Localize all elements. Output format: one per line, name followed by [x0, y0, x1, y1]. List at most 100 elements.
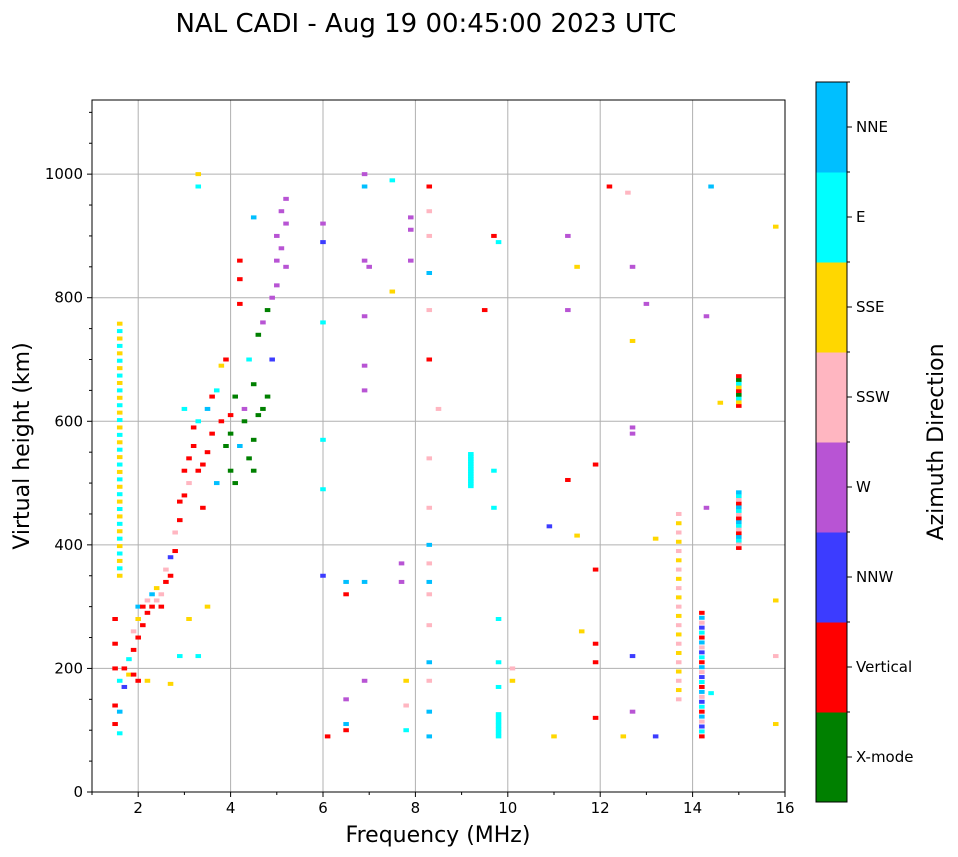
data-point-sse — [116, 499, 123, 504]
data-point-e — [468, 454, 474, 459]
data-point-e — [468, 466, 474, 471]
colorbar-tick-label: X-mode — [856, 748, 913, 766]
data-point-ssw — [153, 598, 160, 603]
data-point-vertical — [426, 357, 433, 362]
data-point-sse — [652, 536, 659, 541]
data-point-e — [495, 723, 502, 728]
data-point-e — [495, 712, 502, 717]
data-point-ssw — [675, 604, 682, 609]
data-point-nne — [426, 660, 433, 665]
data-point-nnw — [699, 675, 705, 680]
data-point-sse — [116, 484, 123, 489]
data-point-nnw — [699, 724, 705, 729]
data-point-e — [699, 655, 705, 660]
data-point-vertical — [181, 468, 188, 473]
data-point-e — [116, 462, 123, 467]
data-point-vertical — [237, 301, 243, 306]
data-point-nnw — [167, 555, 174, 560]
colorbar-swatch-sse — [816, 262, 847, 353]
data-point-vertical — [190, 444, 197, 448]
data-point-vertical — [606, 184, 613, 189]
x-tick-label: 14 — [683, 799, 702, 817]
data-point-vertical — [112, 703, 118, 708]
data-point-sse — [675, 595, 682, 600]
data-point-e — [213, 388, 220, 393]
data-point-sse — [135, 617, 141, 621]
x-axis: 2 4 6 8 10 12 14 16 — [91, 792, 795, 817]
data-point-ssw — [144, 598, 151, 603]
data-point-ssw — [172, 530, 178, 535]
data-point-vertical — [699, 709, 705, 714]
data-point-w — [269, 295, 275, 300]
data-point-e — [468, 474, 474, 479]
data-point-ssw — [736, 527, 742, 532]
data-point-nnw — [629, 654, 636, 659]
data-point-sse — [116, 514, 123, 519]
data-point-e — [468, 471, 474, 476]
data-point-e — [116, 492, 123, 497]
data-point-e — [195, 184, 202, 189]
data-point-nne — [736, 490, 742, 495]
data-point-vertical — [223, 357, 229, 362]
data-point-nne — [149, 592, 155, 597]
data-point-e — [389, 178, 396, 183]
y-tick-label: 400 — [54, 536, 83, 554]
colorbar-tick-label: NNE — [856, 118, 888, 136]
data-point-nne — [699, 665, 705, 670]
y-tick-label: 600 — [54, 412, 83, 430]
data-point-w — [361, 172, 368, 177]
data-point-sse — [116, 351, 123, 356]
data-points — [112, 172, 779, 739]
data-point-ssw — [675, 530, 682, 535]
data-point-vertical — [112, 666, 118, 671]
data-point-e — [699, 680, 705, 685]
data-point-w — [361, 363, 368, 368]
data-point-e — [403, 728, 409, 733]
data-point-e — [468, 481, 474, 486]
data-point-nnw — [699, 625, 705, 630]
data-point-e — [116, 566, 123, 571]
data-point-sse — [675, 632, 682, 637]
data-point-vertical — [177, 499, 183, 504]
data-point-ssw — [426, 678, 433, 683]
data-point-vertical — [204, 450, 211, 455]
data-point-nne — [426, 579, 433, 584]
y-tick-label: 1000 — [45, 165, 83, 183]
data-point-sse — [116, 395, 123, 400]
data-point-w — [629, 431, 636, 436]
data-point-e — [468, 476, 474, 481]
data-point-x-mode — [255, 332, 262, 337]
data-point-vertical — [426, 184, 433, 189]
data-point-w — [398, 561, 405, 566]
data-point-e — [320, 320, 326, 325]
data-point-sse — [116, 321, 123, 326]
data-point-sse — [167, 681, 174, 686]
colorbar: X-mode Vertical NNW W SSW SSE E NNE — [815, 81, 913, 803]
data-point-sse — [126, 672, 132, 677]
data-point-e — [736, 508, 742, 513]
data-point-e — [468, 452, 474, 457]
data-point-ssw — [403, 703, 409, 708]
data-point-w — [278, 246, 285, 251]
plot-frame — [91, 99, 786, 793]
data-point-w — [320, 221, 326, 226]
data-point-e — [320, 437, 326, 442]
data-point-e — [495, 617, 502, 621]
data-point-ssw — [699, 645, 705, 650]
data-point-ssw — [426, 623, 433, 628]
data-point-e — [491, 505, 497, 510]
data-point-vertical — [177, 518, 183, 523]
data-point-sse — [772, 224, 779, 229]
data-point-sse — [574, 533, 580, 538]
data-point-e — [736, 381, 742, 386]
data-point-nne — [708, 184, 714, 189]
data-point-sse — [574, 264, 580, 269]
data-point-ssw — [186, 481, 192, 486]
data-point-vertical — [112, 722, 118, 727]
data-point-vertical — [186, 456, 192, 461]
data-point-sse — [736, 385, 742, 390]
y-tick-label: 200 — [54, 659, 83, 677]
data-point-sse — [675, 576, 682, 581]
x-tick-label: 8 — [411, 799, 421, 817]
data-point-ssw — [675, 549, 682, 554]
